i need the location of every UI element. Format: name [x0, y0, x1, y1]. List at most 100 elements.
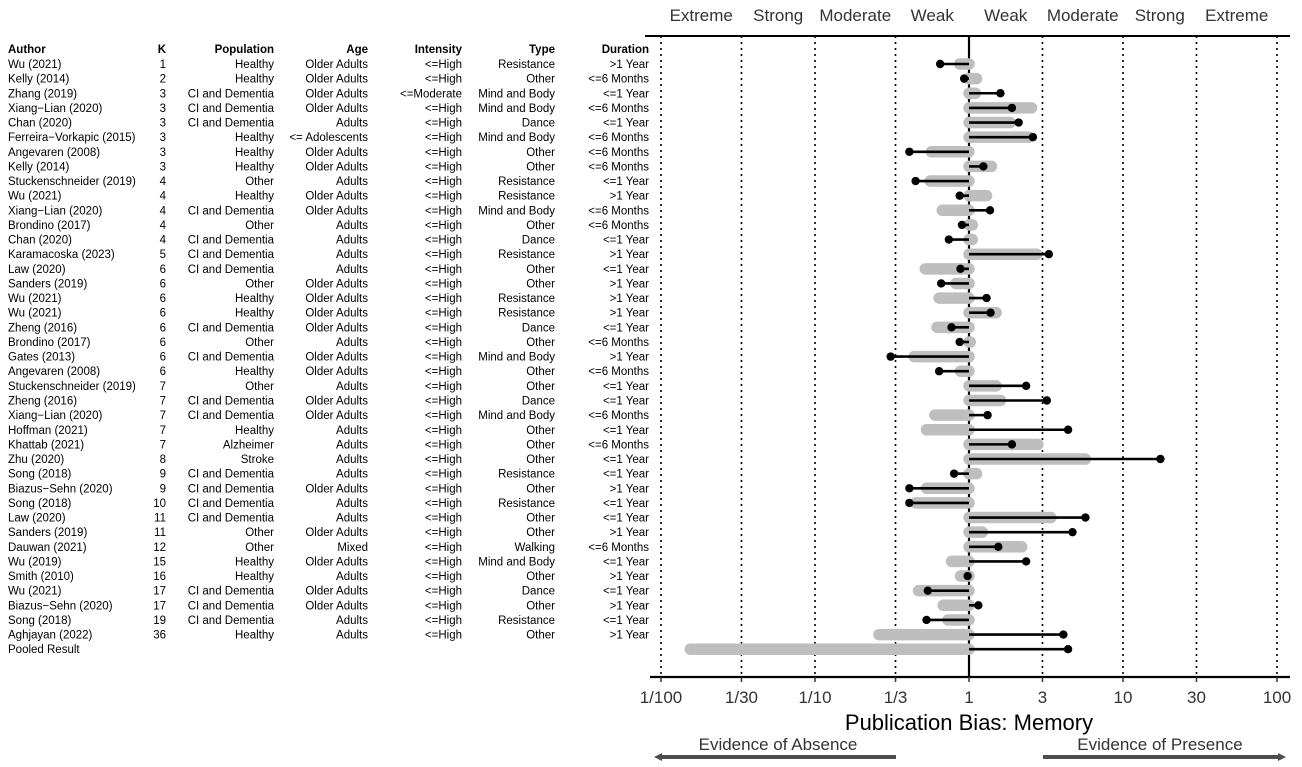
row-population-cell: Healthy — [235, 571, 274, 583]
row-author-cell: Law (2020) — [8, 513, 66, 525]
strength-label: Strong — [753, 6, 803, 25]
row-duration-cell: <=1 Year — [603, 381, 649, 393]
strength-label: Strong — [1135, 6, 1185, 25]
black-point-row-35 — [963, 571, 972, 581]
row-k-cell: 4 — [160, 220, 167, 232]
black-point-row-3 — [1007, 103, 1017, 113]
row-intensity-cell: <=High — [425, 205, 462, 217]
row-age-cell: Older Adults — [305, 395, 368, 407]
row-k-cell: 6 — [160, 337, 166, 349]
row-type-cell: Resistance — [498, 249, 555, 261]
row-type-cell: Resistance — [498, 615, 555, 627]
row-intensity-cell: <=High — [425, 59, 462, 71]
row-population-cell: Other — [245, 527, 274, 539]
strength-label: Weak — [911, 6, 955, 25]
row-duration-cell: <=1 Year — [603, 556, 649, 568]
black-point-row-13 — [1044, 249, 1054, 259]
row-type-cell: Other — [526, 264, 555, 276]
row-population-cell: Healthy — [235, 425, 274, 437]
row-age-cell: Older Adults — [305, 293, 368, 305]
row-author-cell: Wu (2021) — [8, 308, 62, 320]
row-k-cell: 12 — [153, 542, 166, 554]
row-intensity-cell: <=High — [425, 381, 462, 393]
row-author-cell: Sanders (2019) — [8, 527, 87, 539]
row-intensity-cell: <=Moderate — [400, 88, 462, 100]
row-age-cell: Adults — [336, 337, 368, 349]
black-point-row-5 — [1028, 132, 1038, 142]
row-k-cell: 6 — [160, 308, 166, 320]
row-population-cell: CI and Dementia — [188, 395, 275, 407]
row-population-cell: CI and Dementia — [188, 264, 275, 276]
row-intensity-cell: <=High — [425, 527, 462, 539]
row-duration-cell: >1 Year — [610, 278, 650, 290]
row-author-cell: Hoffman (2021) — [8, 425, 88, 437]
row-intensity-cell: <=High — [425, 176, 462, 188]
row-intensity-cell: <=High — [425, 366, 462, 378]
row-duration-cell: <=6 Months — [588, 132, 649, 144]
row-age-cell: Adults — [336, 118, 368, 130]
row-author-cell: Xiang−Lian (2020) — [8, 103, 102, 115]
row-type-cell: Dance — [522, 322, 555, 334]
row-intensity-cell: <=High — [425, 132, 462, 144]
black-point-row-0 — [935, 59, 945, 69]
row-type-cell: Other — [526, 454, 555, 466]
black-point-row-10 — [985, 206, 995, 215]
row-author-cell: Law (2020) — [8, 264, 66, 276]
black-point-row-8 — [911, 176, 920, 186]
row-intensity-cell: <=High — [425, 469, 462, 481]
row-author-cell: Sanders (2019) — [8, 278, 87, 290]
row-age-cell: Mixed — [337, 542, 368, 554]
row-population-cell: CI and Dementia — [188, 322, 275, 334]
x-tick-label: 1/30 — [725, 688, 758, 707]
row-intensity-cell: <=High — [425, 249, 462, 261]
row-population-cell: CI and Dementia — [188, 513, 275, 525]
row-k-cell: 3 — [160, 103, 166, 115]
black-point-row-33 — [994, 542, 1003, 551]
row-population-cell: CI and Dementia — [188, 615, 275, 627]
row-duration-cell: <=1 Year — [603, 395, 649, 407]
row-duration-cell: >1 Year — [610, 352, 650, 364]
black-point-row-32 — [1068, 527, 1077, 537]
row-type-cell: Resistance — [498, 308, 555, 320]
row-age-cell: Older Adults — [305, 74, 368, 86]
column-header-author: Author — [8, 44, 46, 56]
row-population-cell: CI and Dementia — [188, 88, 275, 100]
row-k-cell: 8 — [160, 454, 166, 466]
row-duration-cell: <=1 Year — [603, 118, 649, 130]
row-duration-cell: <=1 Year — [603, 615, 649, 627]
row-duration-cell: >1 Year — [610, 571, 650, 583]
row-population-cell: CI and Dementia — [188, 498, 275, 510]
row-author-cell: Angevaren (2008) — [8, 147, 100, 159]
row-intensity-cell: <=High — [425, 498, 462, 510]
row-age-cell: Older Adults — [305, 191, 368, 203]
row-duration-cell: <=6 Months — [588, 147, 649, 159]
row-age-cell: Older Adults — [305, 352, 368, 364]
row-population-cell: Healthy — [235, 556, 274, 568]
row-type-cell: Other — [526, 483, 555, 495]
black-point-row-30 — [905, 498, 914, 508]
row-k-cell: 7 — [160, 439, 166, 451]
black-point-row-36 — [923, 586, 932, 595]
row-duration-cell: >1 Year — [610, 630, 650, 642]
row-age-cell: Older Adults — [305, 278, 368, 290]
row-population-cell: Healthy — [235, 630, 274, 642]
black-point-row-6 — [905, 147, 914, 156]
strength-label: Moderate — [1047, 6, 1119, 25]
row-population-cell: Healthy — [235, 191, 274, 203]
row-author-cell: Wu (2021) — [8, 59, 62, 71]
row-intensity-cell: <=High — [425, 425, 462, 437]
row-type-cell: Other — [526, 630, 555, 642]
row-age-cell: Older Adults — [305, 483, 368, 495]
row-k-cell: 17 — [153, 600, 166, 612]
row-k-cell: 9 — [160, 483, 166, 495]
x-tick-label: 3 — [1038, 688, 1047, 707]
row-duration-cell: <=1 Year — [603, 264, 649, 276]
x-tick-label: 30 — [1187, 688, 1206, 707]
row-author-cell: Gates (2013) — [8, 352, 75, 364]
row-population-cell: CI and Dementia — [188, 249, 275, 261]
black-point-row-14 — [956, 264, 965, 274]
row-type-cell: Other — [526, 527, 555, 539]
row-duration-cell: <=1 Year — [603, 235, 649, 247]
row-k-cell: 36 — [153, 630, 166, 642]
row-intensity-cell: <=High — [425, 600, 462, 612]
